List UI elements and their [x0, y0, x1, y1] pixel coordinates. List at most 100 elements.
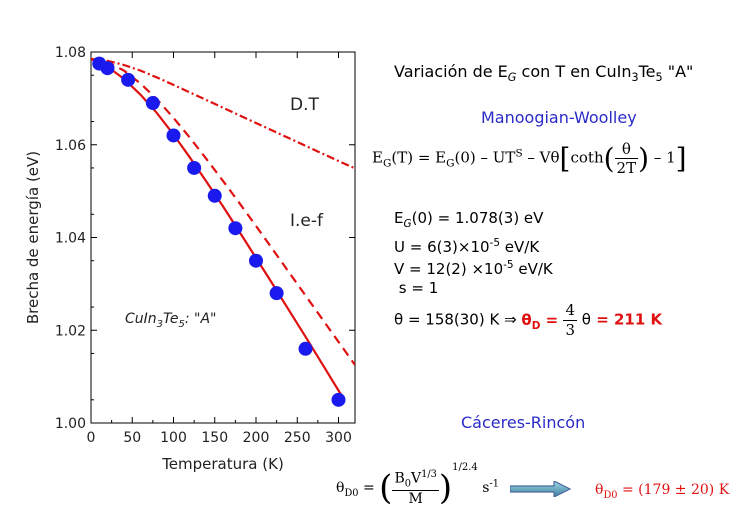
x-tick-label: 250: [284, 430, 311, 446]
x-tick-label: 0: [87, 430, 96, 446]
eq2-sub: D0: [344, 487, 359, 499]
data-point: [228, 221, 243, 236]
data-point: [298, 341, 313, 356]
title-part: Te: [638, 62, 656, 81]
title-sub: G: [507, 71, 517, 85]
parameter-list: EG(0) = 1.078(3) eV U = 6(3)×10-5 eV/K V…: [394, 209, 662, 340]
data-point: [166, 128, 181, 143]
compound-part: : "A": [185, 311, 217, 327]
model-name: Manoogian-Woolley: [481, 108, 637, 127]
param-text: V = 12(2) ×10: [394, 260, 504, 279]
theta-d-sub: D: [531, 319, 541, 332]
frac-num: 4: [563, 301, 578, 321]
x-axis-label: Temperatura (K): [161, 455, 284, 473]
result2-sub: D0: [603, 489, 618, 501]
series-d-t-line: [91, 57, 355, 170]
title-sub: 5: [655, 71, 663, 85]
eq2-part: =: [358, 480, 380, 496]
eq2-num-sub: 0: [404, 478, 411, 490]
param-v: V = 12(2) ×10-5 eV/K: [394, 256, 662, 279]
title-part: "A": [662, 62, 694, 81]
eq-frac-den: 2T: [616, 159, 637, 177]
param-text: E: [394, 209, 404, 227]
eq2-num-sup: 1/3: [421, 469, 437, 481]
eq2-fraction: B0V1/3 M: [392, 469, 439, 507]
caceres-rincon-equation: θD0 = (B0V1/3 M)1/2.4 s-1: [336, 462, 499, 508]
param-text: θ = 158(30) K ⇒: [394, 310, 522, 329]
annotation-compound: CuIn3Te5: "A": [125, 311, 216, 330]
eq-fraction: θ 2T: [614, 140, 639, 177]
param-u: U = 6(3)×10-5 eV/K: [394, 234, 662, 257]
param-text: eV/K: [500, 237, 540, 256]
param-text: U = 6(3)×10: [394, 237, 490, 256]
param-sup: -5: [489, 236, 501, 249]
eq-part: coth: [570, 148, 604, 167]
theta-d-eq: =: [540, 310, 564, 329]
eq2-tail-sup: -1: [489, 478, 499, 490]
title-part: Variación de E: [394, 62, 508, 81]
result2-part: θ: [595, 482, 604, 498]
param-s: s = 1: [394, 279, 662, 298]
param-sub: G: [403, 218, 412, 230]
compound-part: 5: [178, 319, 184, 330]
compound-part: 3: [157, 319, 163, 330]
eq-part: (0) – UT: [454, 148, 516, 167]
result-theta-d0: θD0 = (179 ± 20) K: [595, 482, 729, 501]
eq-frac-num: θ: [614, 140, 639, 159]
model2-name: Cáceres-Rincón: [461, 413, 586, 432]
y-tick-label: 1.04: [55, 231, 86, 247]
eq2-den: M: [408, 490, 423, 507]
y-tick-label: 1.08: [55, 45, 86, 61]
eq-sub: G: [446, 157, 455, 170]
x-tick-label: 150: [201, 430, 228, 446]
eq-sup: S: [515, 147, 523, 160]
right-arrow-icon: [510, 481, 572, 497]
compound-part: Te: [163, 311, 178, 327]
eq2-num: V: [410, 470, 422, 487]
param-text: (0) = 1.078(3) eV: [411, 209, 544, 227]
title-part: con T en CuIn: [516, 62, 632, 81]
data-point: [145, 96, 160, 111]
param-eg0: EG(0) = 1.078(3) eV: [394, 209, 662, 234]
eq-part: – 1: [649, 148, 676, 167]
param-sup: -5: [503, 259, 514, 272]
y-tick-label: 1.06: [55, 138, 86, 154]
title-sub: 3: [631, 71, 639, 85]
panel-title: Variación de EG con T en CuIn3Te5 "A": [394, 62, 693, 84]
param-text: θ: [577, 310, 591, 329]
y-axis-label: Brecha de energía (eV): [24, 151, 42, 324]
x-tick-label: 100: [160, 430, 187, 446]
annotation-dt: D.T: [290, 95, 319, 115]
eq-sub: G: [382, 157, 392, 170]
eq2-part: s: [482, 480, 490, 496]
data-point: [100, 61, 115, 76]
eq2-power: 1/2.4: [452, 462, 478, 473]
data-point: [187, 160, 202, 175]
data-point: [249, 253, 263, 268]
data-point: [269, 286, 284, 301]
x-tick-label: 300: [325, 430, 352, 446]
eq-part: – Vθ: [522, 148, 560, 167]
data-point: [331, 392, 346, 407]
frac-den: 3: [565, 320, 576, 339]
eq-part: E: [372, 148, 383, 167]
result2-part: = (179 ± 20) K: [617, 482, 730, 498]
eq-part: (T) = E: [391, 148, 447, 167]
theta-d-result: = 211 K: [590, 310, 663, 329]
eq2-part: θ: [336, 480, 345, 496]
param-text: eV/K: [513, 260, 553, 279]
x-tick-label: 50: [123, 430, 141, 446]
param-text: s = 1: [398, 278, 439, 297]
y-tick-label: 1.00: [55, 416, 86, 432]
manoogian-woolley-equation: EG(T) = EG(0) – UTS – Vθ[coth(θ 2T) – 1]: [372, 140, 687, 177]
x-tick-label: 200: [243, 430, 270, 446]
y-tick-label: 1.02: [55, 323, 86, 339]
annotation-ief: I.e-f: [290, 211, 324, 231]
theta-d-label: θ: [521, 310, 532, 329]
data-point: [121, 72, 136, 87]
eq2-num: B: [394, 470, 405, 487]
compound-part: CuIn: [125, 311, 157, 327]
